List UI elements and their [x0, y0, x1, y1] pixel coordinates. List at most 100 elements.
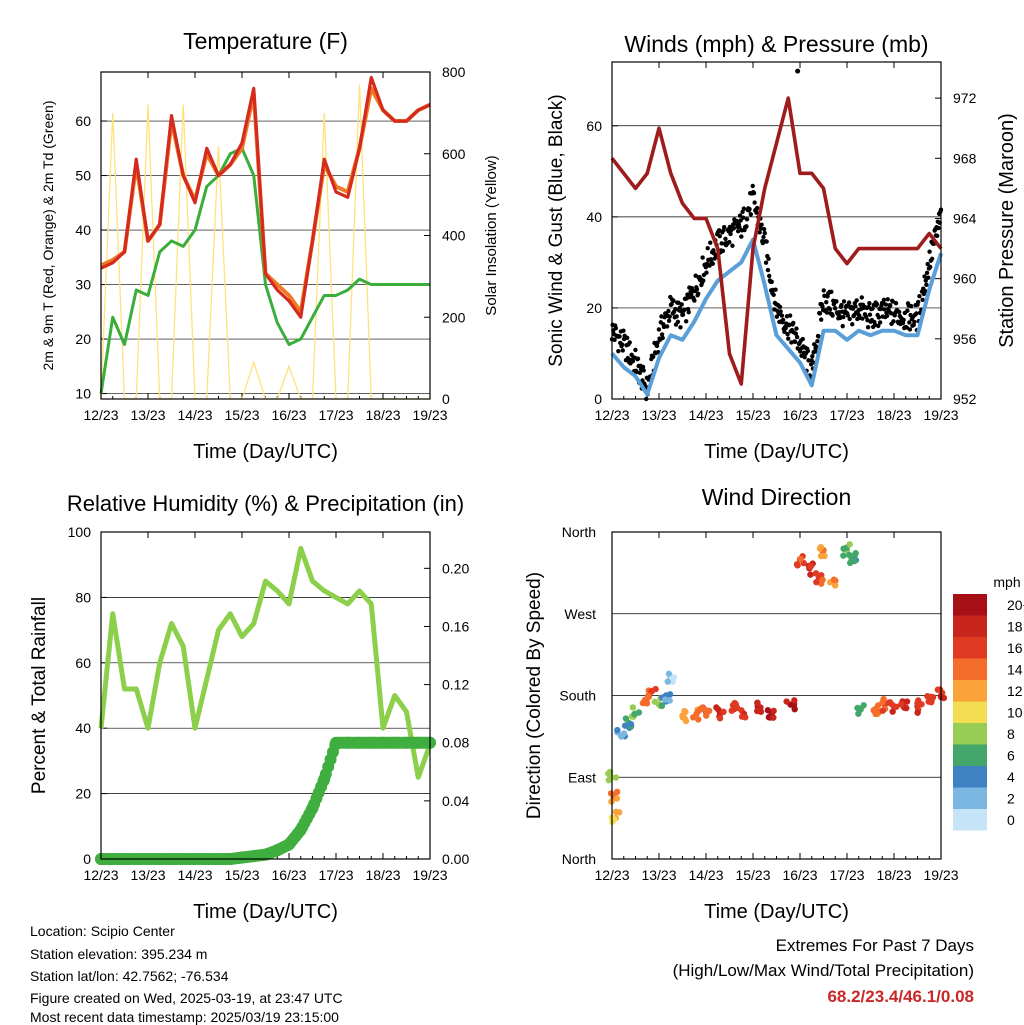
gust-point — [779, 313, 785, 318]
gust-point — [881, 297, 887, 302]
gust-point — [722, 225, 727, 230]
gust-point — [815, 338, 820, 344]
gust-point — [754, 205, 760, 211]
legend-swatch — [953, 658, 987, 680]
panel4-ytick-label: North — [562, 524, 596, 540]
gust-point — [666, 308, 671, 314]
legend-label: 20+ — [1007, 597, 1024, 613]
gust-point — [686, 310, 691, 315]
panel3-ytick-label: 100 — [68, 524, 92, 540]
gust-point — [904, 325, 909, 330]
gust-point — [834, 299, 839, 304]
gust-point — [798, 349, 803, 354]
panel1-xtick-label: 15/23 — [224, 407, 259, 423]
wind-direction-point — [791, 705, 798, 713]
gust-point — [780, 317, 786, 323]
panel2-y2tick-label: 952 — [953, 391, 977, 407]
gust-point — [821, 288, 826, 293]
panel3-xtick-label: 14/23 — [177, 867, 212, 883]
panel3-ytick-label: 40 — [75, 720, 91, 736]
panel4-xtick-label: 13/23 — [641, 867, 676, 883]
info-elevation: Station elevation: 395.234 m — [30, 946, 208, 962]
panel1-title: Temperature (F) — [183, 28, 348, 54]
gust-point — [671, 298, 676, 303]
gust-point — [778, 309, 783, 314]
panel2-xtick-label: 17/23 — [829, 407, 864, 423]
legend-swatch — [953, 701, 987, 723]
panel3-y2tick-label: 0.04 — [442, 793, 469, 809]
wind-direction-point — [665, 670, 673, 678]
legend-swatch — [953, 766, 987, 788]
panel2-y2tick-label: 956 — [953, 331, 977, 347]
wind-direction-point — [830, 576, 838, 584]
wind-direction-point — [892, 703, 899, 710]
gust-point — [739, 234, 744, 239]
gust-point — [876, 315, 882, 320]
gust-point — [734, 218, 740, 224]
panel1-xtick-label: 18/23 — [365, 407, 400, 423]
gust-point — [659, 332, 665, 337]
gust-point — [859, 295, 864, 300]
gust-point — [616, 348, 621, 354]
panel1-y2tick-label: 600 — [442, 146, 466, 162]
gust-point — [621, 328, 626, 333]
wind-direction-point — [770, 707, 777, 715]
wind-direction-point — [629, 704, 637, 711]
wind-direction-point — [612, 774, 620, 781]
panel1-ytick-label: 20 — [75, 331, 91, 347]
gust-point — [620, 348, 625, 353]
panel1-ytick-label: 30 — [75, 277, 91, 293]
wind-direction-point — [615, 809, 623, 816]
relative-humidity-line — [98, 545, 433, 780]
gust-point — [765, 267, 771, 273]
solar-insolation-line — [100, 84, 430, 400]
gust-point — [793, 339, 798, 345]
wind-direction-point — [605, 776, 613, 784]
gust-point — [885, 297, 890, 302]
wind-direction-point — [742, 714, 749, 721]
panel3-xtick-label: 15/23 — [224, 867, 259, 883]
wind-direction-point — [934, 686, 942, 693]
gust-point — [752, 200, 757, 205]
gust-point — [882, 307, 887, 312]
panel4-ytick-label: South — [559, 688, 596, 704]
t2m-line — [100, 75, 431, 319]
gust-point — [829, 289, 834, 295]
panel4-frame — [611, 531, 942, 860]
td-line — [99, 146, 430, 394]
gust-point — [809, 358, 814, 363]
extremes-values: 68.2/23.4/46.1/0.08 — [827, 987, 974, 1006]
panel1-xtick-label: 13/23 — [130, 407, 165, 423]
panel4-title: Wind Direction — [702, 484, 852, 510]
gust-point — [655, 340, 660, 345]
gust-point — [710, 261, 715, 266]
legend-swatch — [953, 809, 987, 831]
wind-direction-point — [832, 582, 839, 589]
wind-direction-point — [851, 551, 859, 558]
panel3-ylabel: Percent & Total Rainfall — [29, 597, 50, 794]
wind-direction-point — [846, 541, 853, 548]
panel3-y2tick-label: 0.12 — [442, 677, 469, 693]
panel3-ytick-label: 60 — [75, 655, 91, 671]
gust-point — [917, 293, 922, 299]
gust-point — [934, 233, 940, 239]
extremes-subtitle: (High/Low/Max Wind/Total Precipitation) — [672, 961, 974, 980]
panel4-ytick-label: East — [568, 769, 596, 785]
gust-point — [759, 222, 764, 227]
panel1-y2tick-label: 200 — [442, 309, 466, 325]
gust-point — [847, 316, 852, 322]
sonic-wind-line — [610, 237, 943, 397]
panel2-xtick-label: 15/23 — [735, 407, 770, 423]
panel3-ytick-label: 0 — [83, 851, 91, 867]
panel3-y2tick-label: 0.16 — [442, 618, 469, 634]
gust-point — [654, 343, 660, 349]
gust-point — [741, 206, 747, 211]
wind-direction-point — [682, 717, 690, 725]
wind-direction-point — [621, 722, 629, 729]
wind-direction-point — [754, 699, 761, 706]
legend-label: 8 — [1007, 726, 1015, 742]
gust-point — [810, 354, 815, 359]
gust-point — [716, 228, 722, 233]
wind-direction-point — [770, 714, 777, 721]
